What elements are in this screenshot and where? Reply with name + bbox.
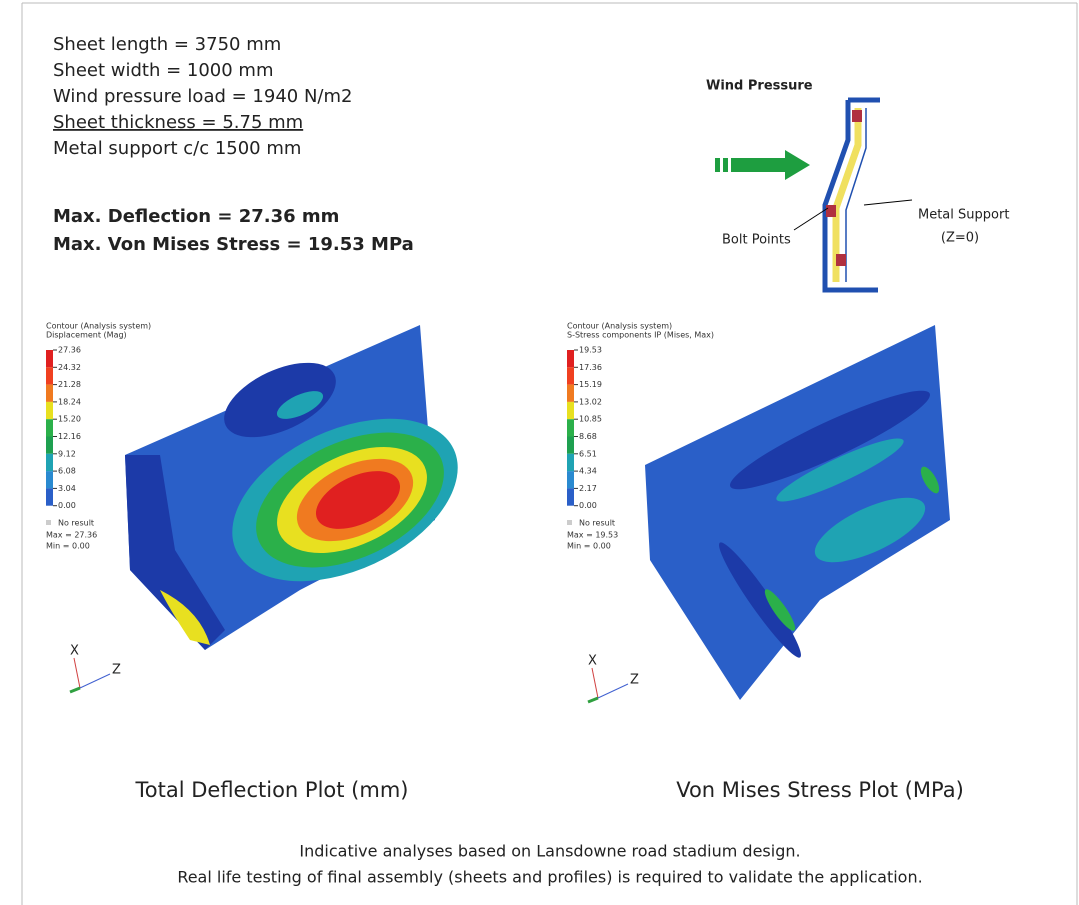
axis-z (79, 673, 111, 689)
frame (21, 2, 1078, 905)
legend-swatch (46, 367, 53, 385)
legend-value: 0.00 (58, 501, 76, 510)
legend-value: 24.32 (58, 363, 81, 372)
min-label: Min = 0.00 (46, 542, 90, 551)
plot-caption: Total Deflection Plot (mm) (135, 778, 409, 802)
legend-swatch (567, 453, 574, 472)
legend-swatch (567, 384, 574, 402)
legend-swatch (567, 419, 574, 437)
legend-swatch (46, 401, 53, 420)
axis-z-label: Z (112, 663, 121, 678)
legend-value: 12.16 (58, 432, 81, 441)
legend-swatch (567, 471, 574, 489)
legend-value: 19.53 (579, 346, 602, 355)
legend-header: S-Stress components IP (Mises, Max) (567, 331, 714, 340)
result-line: Max. Von Mises Stress = 19.53 MPa (53, 234, 414, 255)
legend-value: 15.20 (58, 415, 81, 424)
legend-value: 13.02 (579, 397, 602, 406)
legend-swatch (46, 419, 53, 437)
axis-z (597, 683, 629, 699)
legend-value: 4.34 (579, 467, 597, 476)
legend-value: 15.19 (579, 380, 602, 389)
result-line: Max. Deflection = 27.36 mm (53, 206, 339, 227)
axis-x-label: X (588, 654, 597, 669)
footer-line: Indicative analyses based on Lansdowne r… (299, 842, 800, 861)
spec-line: Wind pressure load = 1940 N/m2 (53, 86, 352, 107)
spec-line: Metal support c/c 1500 mm (53, 138, 301, 159)
max-label: Max = 27.36 (46, 531, 97, 540)
legend-value: 17.36 (579, 363, 602, 372)
legend-value: 6.08 (58, 467, 76, 476)
plot-caption: Von Mises Stress Plot (MPa) (676, 778, 964, 802)
no-result: No result (579, 519, 615, 528)
axis-x-label: X (70, 644, 79, 659)
legend-value: 8.68 (579, 432, 597, 441)
legend-swatch (46, 471, 53, 489)
no-result-swatch (46, 520, 51, 525)
legend-value: 0.00 (579, 501, 597, 510)
support-label: Metal Support (918, 208, 1009, 223)
axis-x (73, 657, 81, 689)
legend-swatch (567, 436, 574, 454)
axis-y (69, 686, 81, 694)
legend-value: 21.28 (58, 380, 81, 389)
spec-line: Sheet width = 1000 mm (53, 60, 274, 81)
footer-line: Real life testing of final assembly (she… (177, 868, 922, 887)
min-label: Min = 0.00 (567, 542, 611, 551)
bolt-label: Bolt Points (722, 233, 791, 248)
axis-x (591, 667, 599, 699)
legend-swatch (46, 436, 53, 454)
profile-diagram (715, 97, 913, 293)
legend-header: Contour (Analysis system) (567, 322, 672, 331)
legend-header: Contour (Analysis system) (46, 322, 151, 331)
plot-2 (645, 325, 950, 700)
plot-1 (125, 325, 458, 650)
no-result-swatch (567, 520, 572, 525)
legend-header: Displacement (Mag) (46, 331, 127, 340)
axis-y (587, 696, 599, 704)
legend-swatch (567, 350, 574, 368)
legend-swatch (46, 453, 53, 472)
legend-value: 3.04 (58, 484, 76, 493)
legend-swatch (46, 384, 53, 402)
legend-value: 10.85 (579, 415, 602, 424)
spec-line: Sheet thickness = 5.75 mm (53, 112, 303, 133)
legend-swatch (46, 350, 53, 368)
legend-swatch (567, 367, 574, 385)
legend-swatch (567, 401, 574, 420)
max-label: Max = 19.53 (567, 531, 618, 540)
diagram-title: Wind Pressure (706, 79, 813, 94)
legend-swatch (567, 488, 574, 506)
support-label: (Z=0) (941, 231, 979, 246)
legend-value: 2.17 (579, 484, 597, 493)
legend-value: 27.36 (58, 346, 81, 355)
legend-value: 18.24 (58, 397, 81, 406)
legend-swatch (46, 488, 53, 506)
axis-z-label: Z (630, 673, 639, 688)
legend-value: 9.12 (58, 449, 76, 458)
spec-line: Sheet length = 3750 mm (53, 34, 281, 55)
no-result: No result (58, 519, 94, 528)
legend-value: 6.51 (579, 449, 597, 458)
